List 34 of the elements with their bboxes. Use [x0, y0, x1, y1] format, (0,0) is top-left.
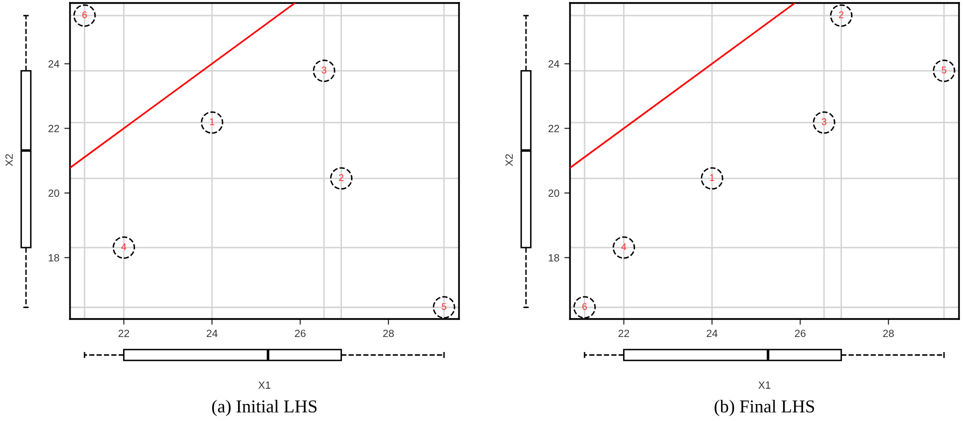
x-tick-label: 24 [206, 330, 218, 337]
y-tick-label: 18 [48, 254, 60, 262]
y-tick-label: 22 [548, 124, 560, 132]
x-tick-label: 22 [118, 330, 130, 337]
text: (b) Final LHS [714, 400, 814, 416]
x-tick-label: 26 [794, 330, 806, 338]
y-tick-label: 20 [48, 189, 60, 197]
annotation: 4 [621, 243, 626, 250]
x-tick-label: 28 [383, 330, 394, 338]
y-tick-label: 20 [548, 189, 560, 197]
y-tick-label: 24 [548, 60, 560, 68]
x-tick-label: 28 [883, 330, 894, 338]
annotation: 1 [210, 118, 214, 126]
x-axis-title: X1 [258, 382, 270, 389]
y-tick-label: 22 [48, 124, 60, 132]
annotation: 2 [339, 174, 344, 181]
annotation: 5 [442, 303, 446, 310]
y-tick-label: 18 [548, 254, 560, 262]
annotation: 6 [82, 11, 87, 18]
annotation: 2 [839, 11, 844, 18]
y-axis-title: X2 [5, 154, 13, 166]
annotation: 3 [822, 118, 826, 126]
x-tick-label: 22 [618, 330, 630, 337]
x-tick-label: 24 [706, 330, 718, 337]
x-axis-title: X1 [758, 382, 770, 389]
x-tick-label: 26 [294, 330, 306, 338]
annotation: 1 [710, 174, 714, 181]
annotation: 3 [322, 66, 326, 74]
annotation: 5 [942, 66, 946, 74]
y-axis-title: X2 [505, 154, 513, 166]
text: (a) Initial LHS [212, 400, 317, 416]
annotation: 6 [582, 303, 587, 310]
annotation: 4 [121, 243, 126, 250]
y-tick-label: 24 [48, 60, 60, 68]
